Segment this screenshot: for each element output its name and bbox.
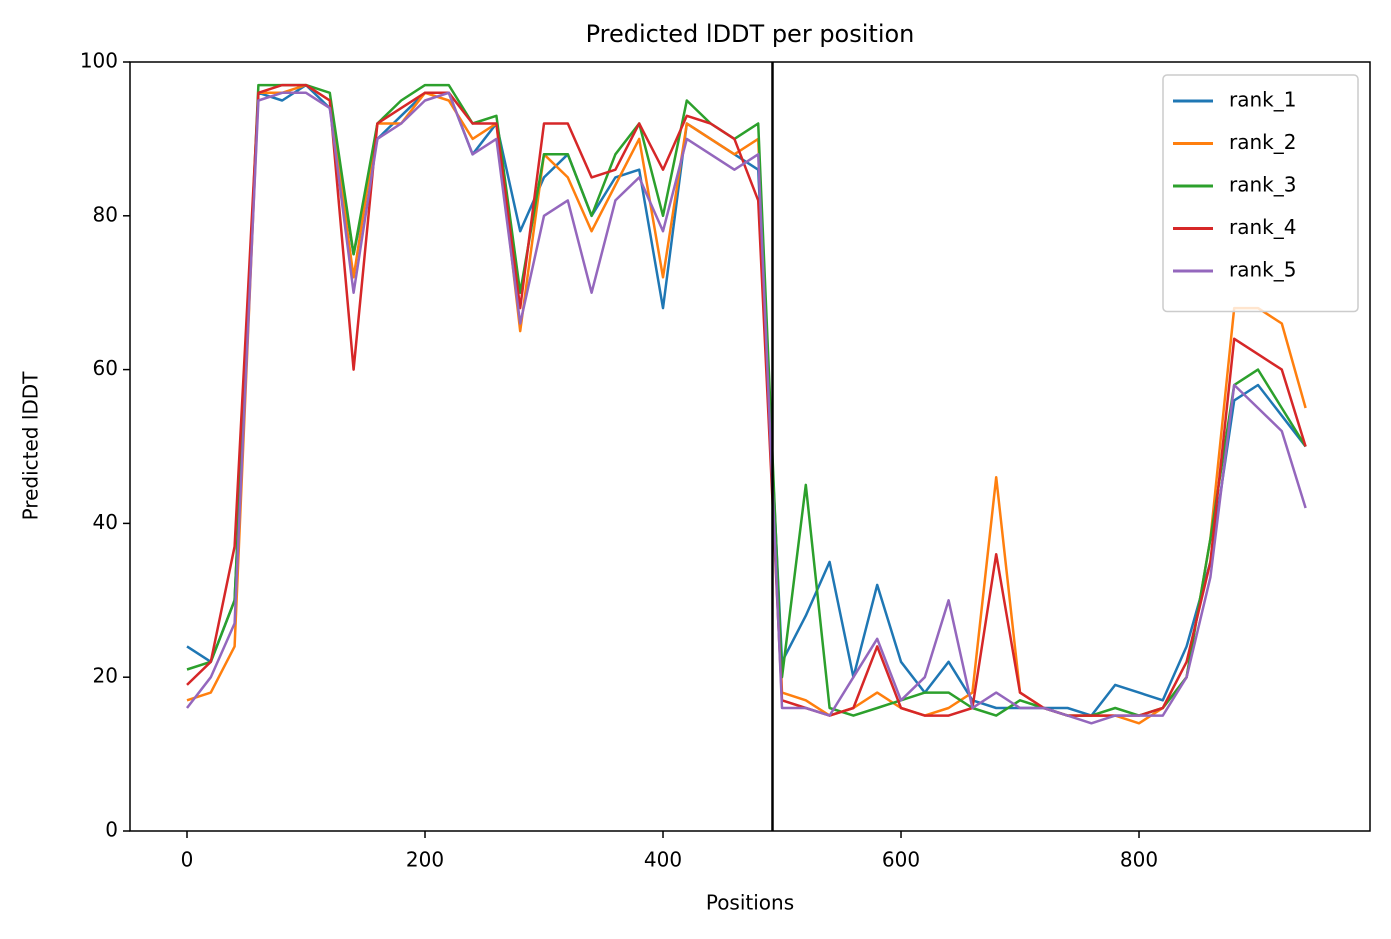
legend-label: rank_1 <box>1229 88 1296 112</box>
series-line <box>186 83 1307 725</box>
y-axis-label: Predicted lDDT <box>19 371 43 521</box>
legend-label: rank_3 <box>1229 173 1296 197</box>
x-axis-label: Positions <box>706 891 794 915</box>
legend-label: rank_5 <box>1229 258 1296 282</box>
y-tick-label: 60 <box>93 356 118 380</box>
x-tick-label: 0 <box>181 848 194 872</box>
x-tick-label: 200 <box>406 848 444 872</box>
x-tick-label: 800 <box>1120 848 1158 872</box>
legend-label: rank_4 <box>1229 215 1296 239</box>
y-tick-label: 80 <box>93 202 118 226</box>
series-line <box>186 83 1307 717</box>
legend-box <box>1162 74 1359 313</box>
series-line <box>186 83 1307 717</box>
y-tick-label: 0 <box>105 818 118 842</box>
x-tick-label: 600 <box>882 848 920 872</box>
legend-label: rank_2 <box>1229 130 1296 154</box>
chart-title: Predicted lDDT per position <box>586 20 915 48</box>
y-tick-label: 40 <box>93 510 118 534</box>
plot-frame <box>129 61 1371 832</box>
y-tick-label: 20 <box>93 664 118 688</box>
y-tick-label: 100 <box>80 49 118 73</box>
x-tick-label: 400 <box>644 848 682 872</box>
series-line <box>186 91 1307 725</box>
series-line <box>186 83 1307 717</box>
